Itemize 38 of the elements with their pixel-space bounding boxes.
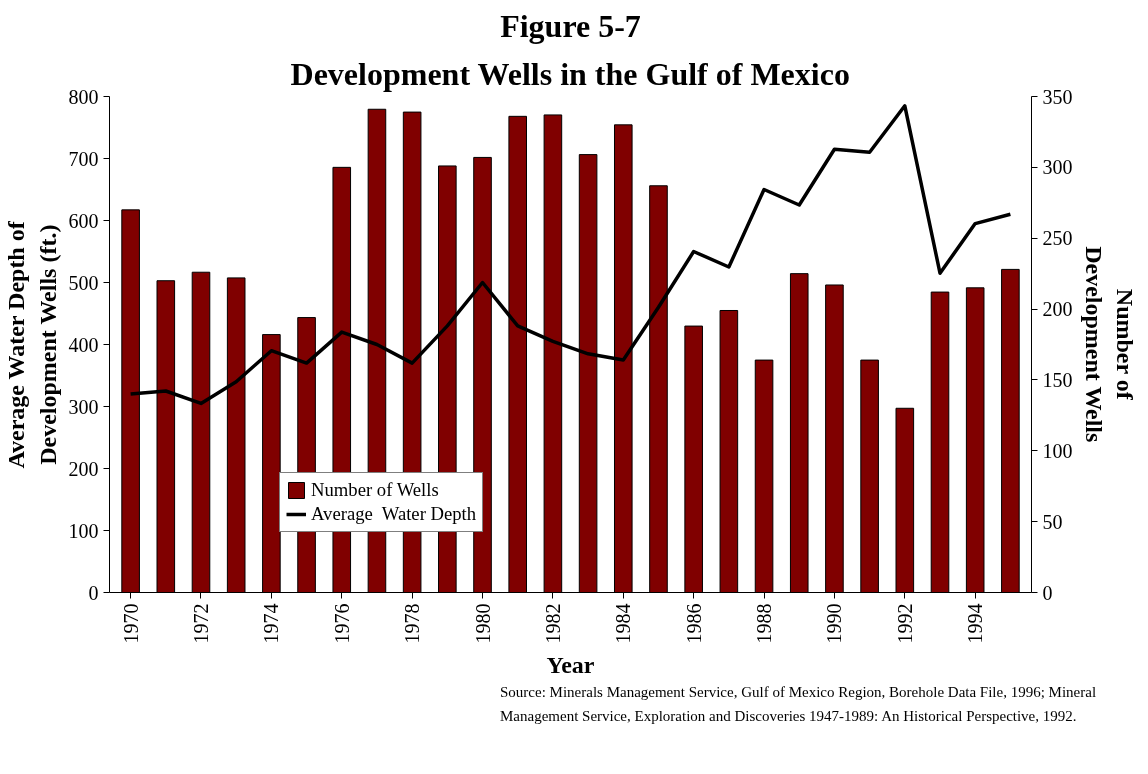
chart-subtitle: Development Wells in the Gulf of Mexico [290,55,850,92]
y2-tick-label: 150 [1042,368,1073,391]
legend-label: Number of Wells [311,479,439,501]
x-tick-label: 1980 [471,603,494,644]
x-axis-title: Year [546,651,595,678]
y2-tick-label: 350 [1042,85,1073,108]
y-tick-label: 400 [68,333,99,356]
y2-tick-label: 0 [1042,581,1053,604]
x-tick-label: 1994 [964,603,987,644]
y2-tick-label: 50 [1042,510,1063,533]
y-tick-label: 200 [68,457,99,480]
y-tick-label: 600 [68,209,99,232]
x-tick-label: 1970 [119,603,142,644]
x-tick-label: 1976 [330,603,353,644]
legend-label: Average Water Depth [311,503,477,525]
y2-tick-label: 250 [1042,227,1073,250]
y2-tick-label: 300 [1042,156,1073,179]
x-tick-label: 1978 [401,603,424,644]
x-tick-label: 1990 [823,603,846,644]
y-tick-label: 300 [68,395,99,418]
y-axis-title: Average Water Depth of Development Wells (ft.) [3,220,61,469]
y-tick-label: 100 [68,519,99,542]
y2-axis-title: Number of Development Wells [1080,246,1138,443]
x-tick-label: 1986 [682,603,705,644]
y2-tick-label: 200 [1042,298,1073,321]
x-tick-label: 1988 [753,603,776,644]
y-tick-label: 800 [68,85,99,108]
y-tick-label: 700 [68,147,99,170]
y-tick-label: 500 [68,271,99,294]
x-tick-label: 1984 [612,603,635,644]
y-tick-label: 0 [88,581,99,604]
x-tick-label: 1982 [541,603,564,644]
x-tick-label: 1974 [260,603,283,644]
source-note: Source: Minerals Management Service, Gulf of Mexico Region, Borehole Data File, 1996; Mineral Management Service, Exploration and Discoveries 1947-1989: An Historical Perspective, 1992. [500,683,1098,726]
chart-title: Figure 5-7 [500,7,641,44]
x-tick-label: 1992 [893,603,916,644]
y2-tick-label: 100 [1042,439,1073,462]
x-tick-label: 1972 [190,603,212,644]
